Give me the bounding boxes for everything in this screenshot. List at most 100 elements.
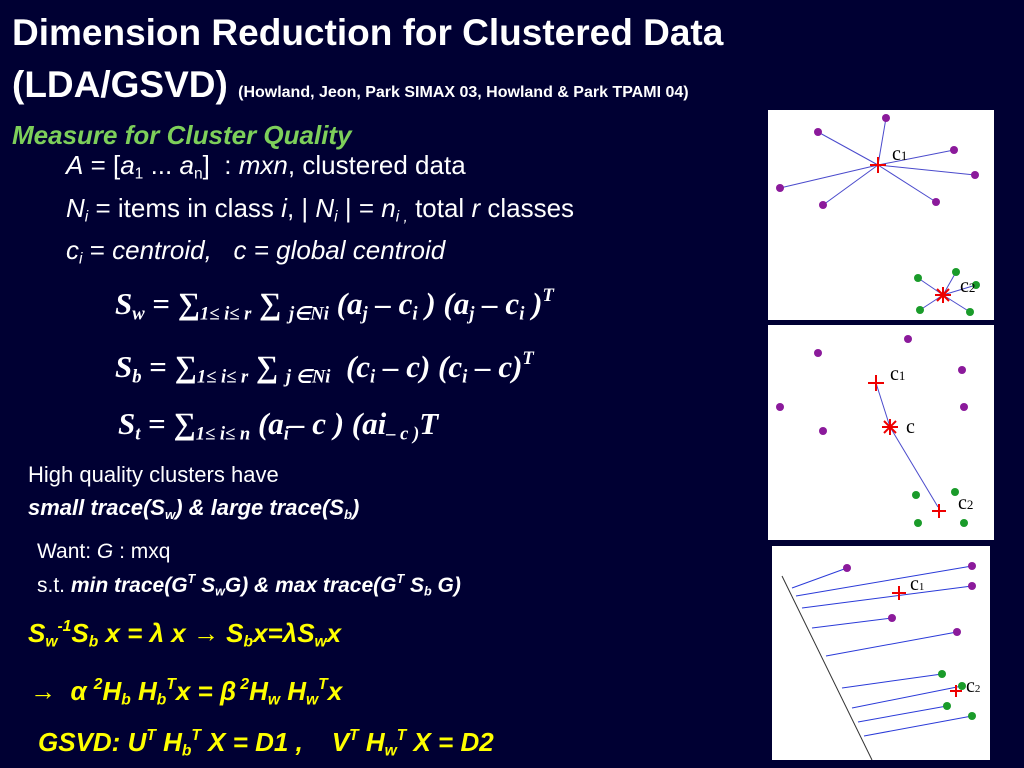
text-piece: b: [88, 633, 99, 651]
text-piece: 2: [93, 676, 103, 694]
reference: (Howland, Jeon, Park SIMAX 03, Howland &…: [238, 84, 689, 101]
text-piece: c: [958, 492, 967, 514]
equation: → α 2Hb HbTx = β 2Hw HwTx: [30, 676, 342, 710]
text: small trace(Sw) & large trace(Sb): [28, 495, 359, 522]
figure-within-scatter: c1 c2: [768, 110, 994, 320]
text-piece: H: [155, 727, 182, 757]
text-piece: i: [84, 208, 89, 226]
text-piece: b: [243, 633, 254, 651]
formula: St = ∑1≤ i≤ n (ai– c ) (ai– c )T: [118, 405, 438, 446]
text-piece: H: [249, 676, 268, 706]
text-piece: T: [318, 676, 328, 694]
text-piece: α: [56, 676, 94, 706]
text-piece: t: [135, 423, 141, 445]
text: High quality clusters have: [28, 462, 279, 488]
text-piece: A: [66, 150, 84, 180]
text-piece: – c ) (a: [288, 406, 378, 442]
text-piece: w: [306, 691, 319, 709]
text-piece: S: [115, 286, 133, 322]
title: (LDA/GSVD): [12, 64, 228, 105]
text-piece: High quality clusters have: [28, 462, 279, 487]
text-piece: – c ): [386, 423, 420, 445]
text-piece: (a: [250, 406, 284, 442]
text-piece: S: [71, 618, 89, 648]
text-piece: i: [377, 406, 387, 442]
definition: ci = centroid, c = global centroid: [66, 235, 445, 269]
text-piece: GSVD: U: [38, 727, 147, 757]
text-piece: w: [314, 633, 327, 651]
text-piece: 1: [899, 368, 906, 383]
text-piece: min trace(G: [70, 573, 188, 597]
definition: Ni = items in class i, | Ni | = ni , tot…: [66, 193, 574, 227]
text-piece: ): [352, 495, 360, 520]
text-piece: – c) (c: [375, 349, 463, 385]
text-piece: x: [164, 618, 193, 648]
text-piece: (a: [328, 286, 363, 322]
text-piece: =: [82, 235, 113, 265]
text-piece: 1: [134, 165, 144, 183]
text-piece: w: [132, 303, 145, 325]
text-piece: ] :: [202, 150, 239, 180]
text-piece: = ∑: [144, 286, 200, 322]
text-piece: a: [179, 150, 194, 180]
label: c2: [960, 275, 975, 297]
text-piece: T: [419, 406, 439, 442]
text-piece: | =: [337, 193, 382, 223]
text-piece: c: [890, 363, 899, 385]
text-piece: : mxq: [113, 540, 171, 563]
text-piece: j: [362, 303, 368, 325]
text-piece: b: [156, 691, 167, 709]
text-piece: c: [910, 573, 919, 595]
text-piece: T: [166, 676, 176, 694]
text-piece: i: [334, 208, 338, 226]
text-piece: ∑: [251, 286, 289, 322]
definition: A = [a1 ... an] : mxn, clustered data: [66, 150, 466, 184]
figure-projection: c1 c2: [772, 546, 990, 760]
text-piece: H: [102, 676, 122, 706]
title: Dimension Reduction for Clustered Data: [12, 12, 724, 53]
text: Want: G : mxq: [37, 540, 170, 564]
text-piece: , |: [286, 193, 316, 223]
text-piece: →: [192, 618, 219, 648]
figure-between-scatter: c1 c c2: [768, 325, 994, 540]
text-piece: classes: [480, 193, 575, 223]
text-piece: total: [407, 193, 472, 223]
text-piece: = items in class: [88, 193, 282, 223]
text-piece: H: [280, 676, 307, 706]
text-piece: X = D1 , V: [200, 727, 350, 757]
text-piece: T: [187, 572, 196, 586]
label: c1: [910, 573, 924, 595]
text-piece: ) &: [175, 495, 211, 520]
text-piece: ...: [143, 150, 180, 180]
text-piece: b: [424, 584, 432, 599]
text-piece: c: [906, 416, 915, 438]
text-piece: 1≤ i≤ r: [196, 366, 249, 388]
text-piece: G): [431, 573, 461, 597]
text-piece: ∑: [248, 349, 286, 385]
text-piece: H: [130, 676, 157, 706]
text-piece: c: [66, 235, 79, 265]
text-piece: β: [219, 676, 237, 706]
text-piece: centroid, c = global centroid: [112, 235, 446, 265]
text-piece: mxn: [238, 150, 288, 180]
label: c1: [892, 143, 907, 165]
text-piece: X = D2: [406, 727, 494, 757]
text-piece: c: [966, 675, 975, 697]
text-piece: T: [522, 348, 534, 369]
text-piece: →: [30, 676, 56, 706]
text-piece: 2: [975, 683, 981, 695]
text-piece: 1≤ i≤ n: [195, 423, 251, 445]
text-piece: x: [327, 676, 343, 706]
text-piece: s.t.: [37, 573, 71, 597]
text-piece: T: [349, 727, 359, 745]
text-piece: b: [132, 366, 142, 388]
text-piece: G: [96, 540, 114, 563]
text-piece: w: [45, 633, 58, 651]
text-piece: , clustered data: [287, 150, 466, 180]
text-piece: small trace(S: [28, 495, 165, 520]
text-piece: b: [121, 691, 131, 709]
formula: Sb = ∑1≤ i≤ r ∑ j ∈Ni (ci – c) (ci – c)T: [115, 348, 534, 389]
label: c1: [890, 363, 905, 385]
text-piece: i ,: [395, 208, 408, 226]
